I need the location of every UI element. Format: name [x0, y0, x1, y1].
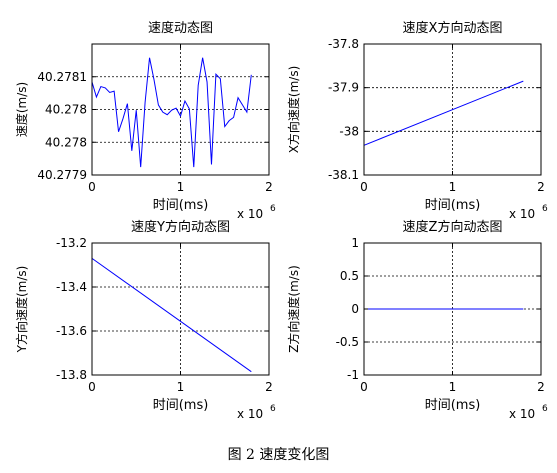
- x-tick-label: 1: [449, 180, 457, 194]
- x-exponent-power: 6: [270, 404, 276, 414]
- x-exponent-power: 6: [542, 404, 548, 414]
- y-tick-label: 40.278: [45, 135, 87, 149]
- x-tick-label: 0: [360, 180, 368, 194]
- x-exponent-label: x 10: [509, 407, 535, 421]
- y-axis-label: X方向速度(m/s): [286, 66, 301, 154]
- x-tick-label: 2: [265, 380, 273, 394]
- x-tick-label: 1: [177, 180, 185, 194]
- y-axis-label: 速度(m/s): [14, 82, 29, 137]
- figure-caption: 图 2 速度变化图: [227, 447, 330, 463]
- x-tick-label: 2: [537, 180, 545, 194]
- x-axis-label: 时间(ms): [425, 198, 481, 213]
- y-tick-label: 40.278: [45, 103, 87, 117]
- y-tick-label: -38.1: [328, 168, 359, 182]
- x-tick-label: 0: [88, 180, 96, 194]
- x-exponent-label: x 10: [237, 207, 263, 221]
- x-tick-label: 1: [449, 380, 457, 394]
- y-tick-label: 40.2779: [37, 168, 87, 182]
- y-tick-label: -1: [347, 368, 359, 382]
- y-tick-label: -38: [339, 124, 359, 138]
- x-exponent-power: 6: [270, 204, 276, 214]
- y-tick-label: -13.2: [56, 236, 87, 250]
- y-axis-label: Y方向速度(m/s): [14, 266, 29, 354]
- x-tick-label: 0: [360, 380, 368, 394]
- y-tick-label: 0.5: [340, 269, 359, 283]
- series-line: [91, 257, 252, 373]
- chart-title: 速度动态图: [148, 20, 213, 36]
- x-axis-label: 时间(ms): [153, 398, 209, 413]
- y-tick-label: 1: [351, 236, 359, 250]
- y-tick-label: 0: [351, 302, 359, 316]
- y-tick-label: -0.5: [336, 335, 359, 349]
- chart-panel-1: 0 1 2 40.2779 40.278 40.278 40.2781 速度动态图时间(ms)…: [14, 20, 276, 221]
- series-line: [363, 80, 524, 146]
- chart-title: 速度Y方向动态图: [131, 219, 230, 235]
- y-tick-label: -13.6: [56, 324, 87, 338]
- y-axis-label: Z方向速度(m/s): [286, 265, 301, 353]
- y-tick-label: -37.9: [328, 81, 359, 95]
- series-line: [91, 57, 252, 168]
- x-exponent-label: x 10: [237, 407, 263, 421]
- x-exponent-power: 6: [542, 204, 548, 214]
- x-tick-label: 2: [537, 380, 545, 394]
- x-tick-label: 2: [265, 180, 273, 194]
- x-exponent-label: x 10: [509, 207, 535, 221]
- y-tick-label: -13.4: [56, 280, 87, 294]
- x-tick-label: 1: [177, 380, 185, 394]
- x-tick-label: 0: [88, 380, 96, 394]
- chart-title: 速度X方向动态图: [403, 20, 503, 36]
- x-axis-label: 时间(ms): [425, 398, 481, 413]
- chart-title: 速度Z方向动态图: [403, 219, 503, 235]
- x-axis-label: 时间(ms): [153, 198, 209, 213]
- y-tick-label: -37.8: [328, 37, 359, 51]
- y-tick-label: 40.2781: [37, 70, 87, 84]
- y-tick-label: -13.8: [56, 368, 87, 382]
